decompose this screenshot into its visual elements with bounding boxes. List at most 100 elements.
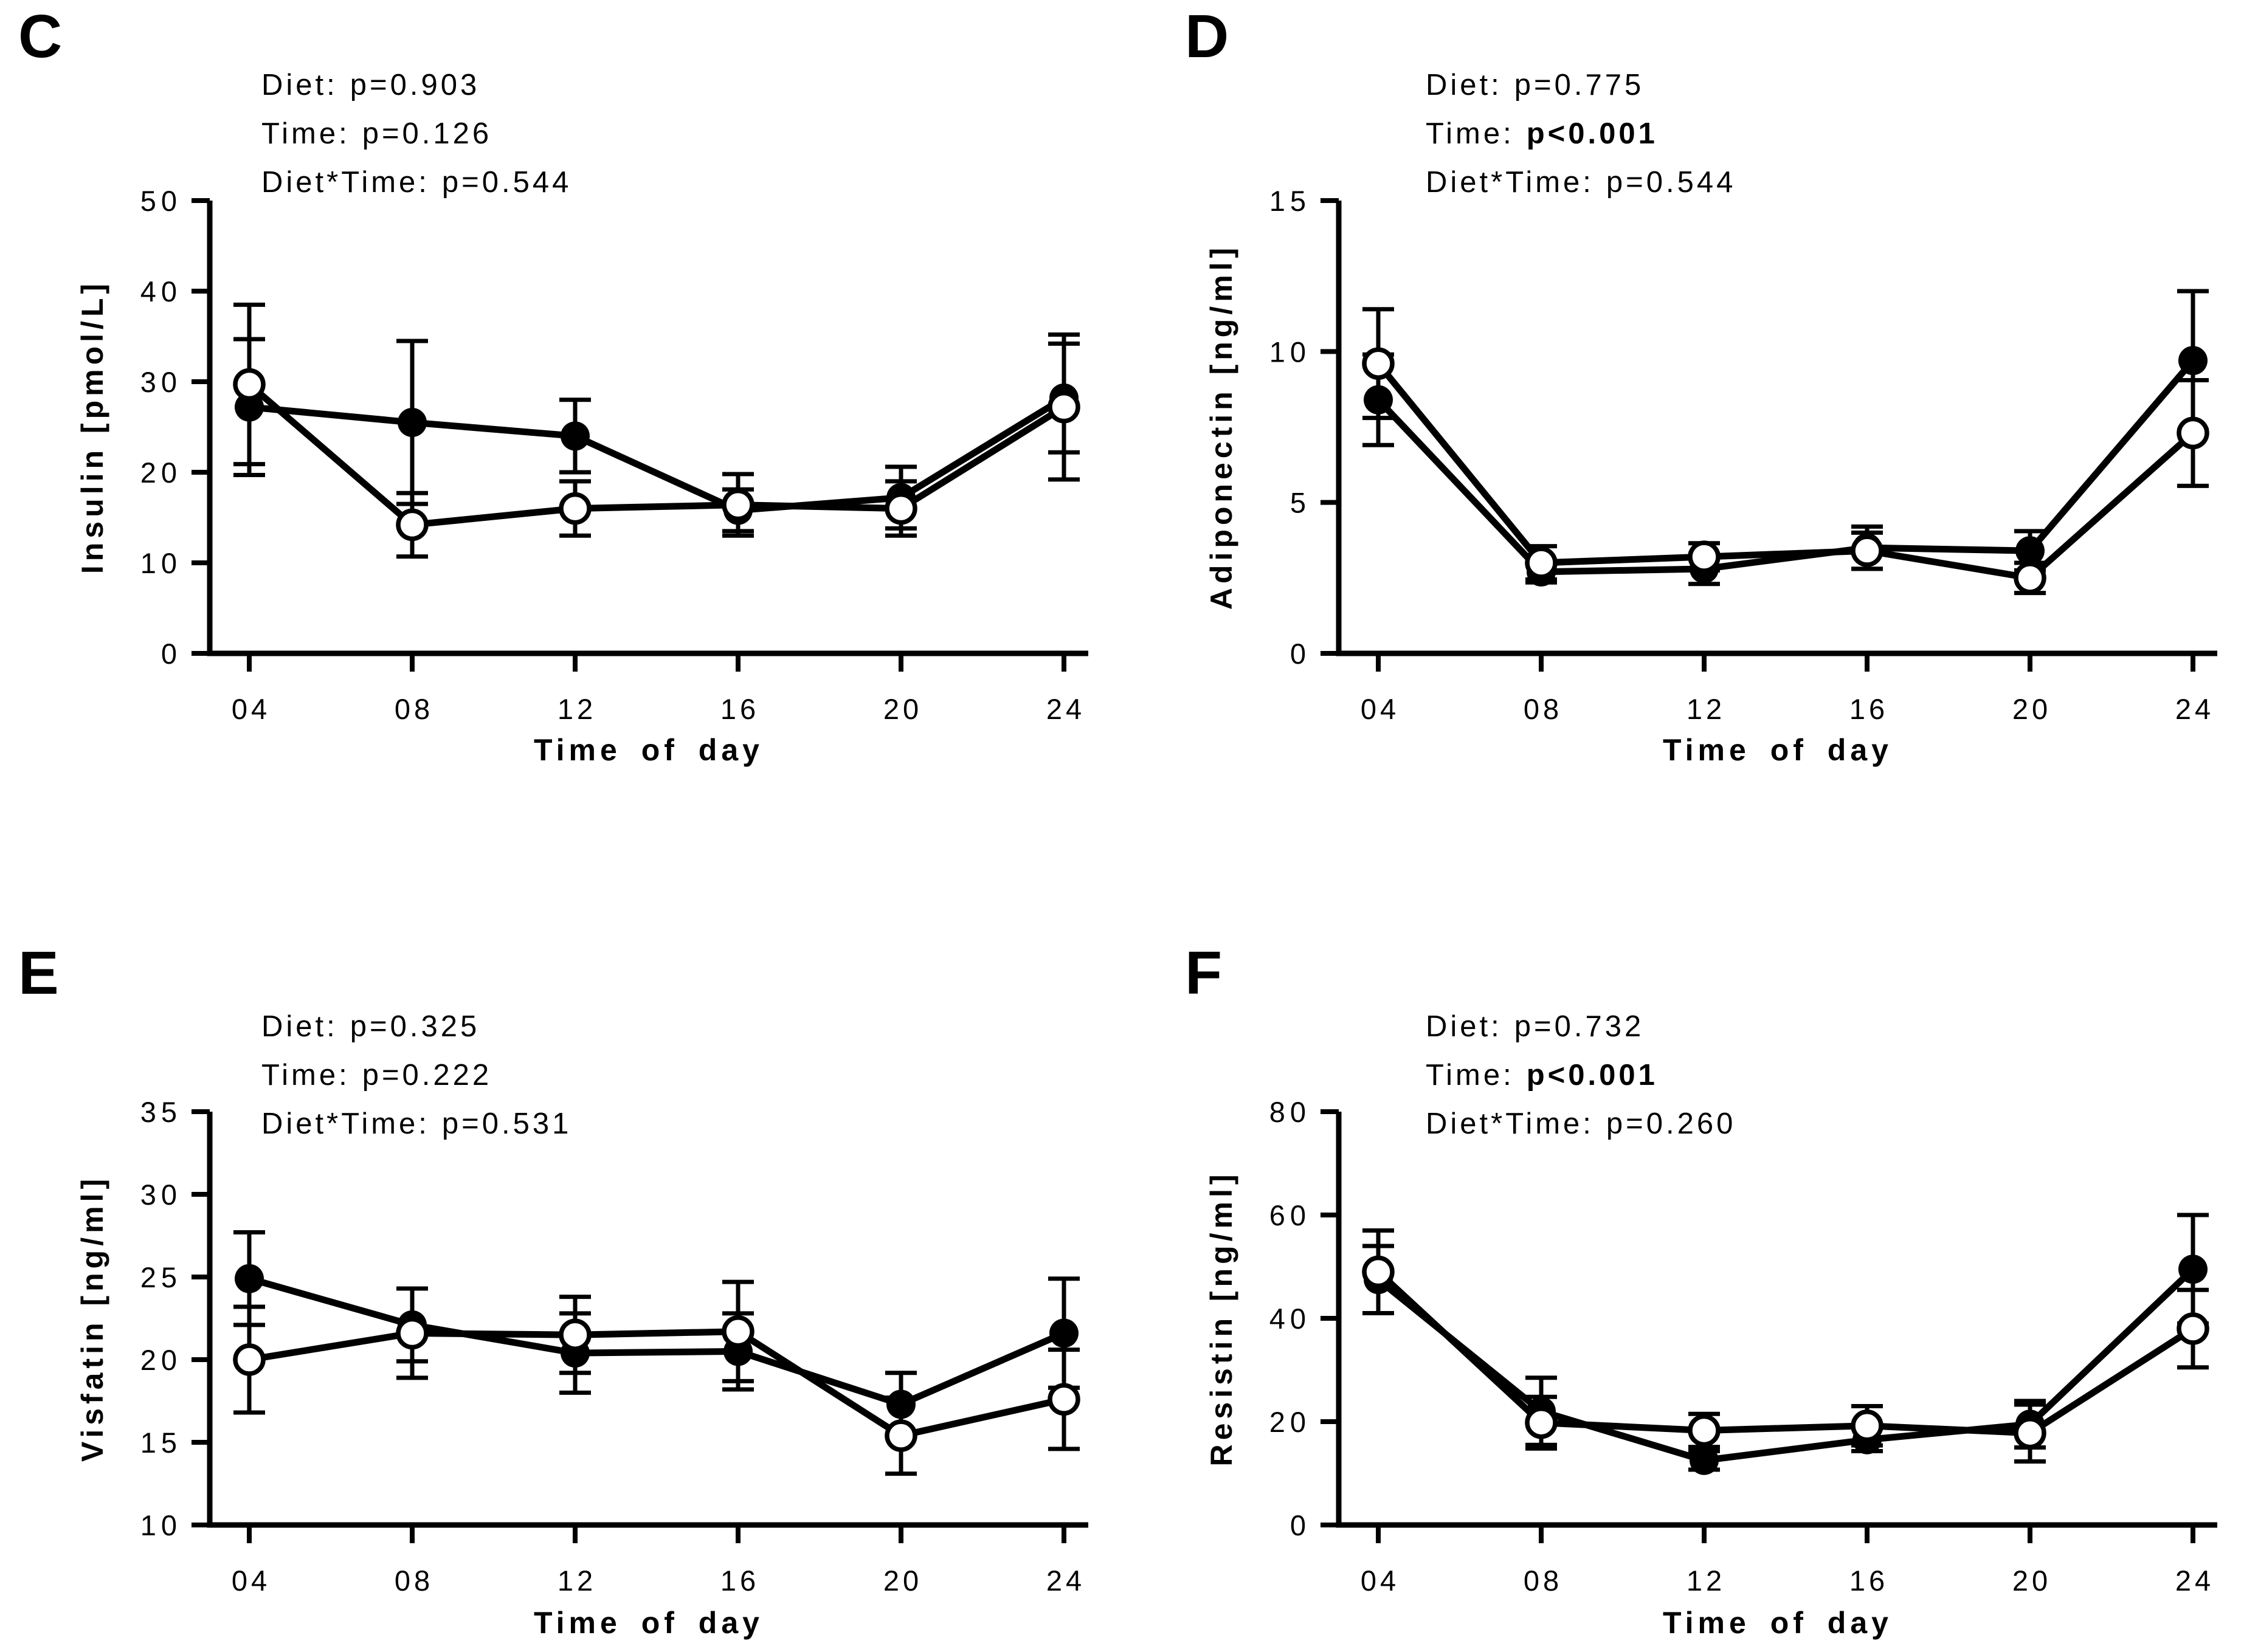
stat-value: p=0.544 (441, 166, 572, 199)
series-line-filled-circle (1376, 1267, 2195, 1464)
data-point-marker-filled (886, 1389, 916, 1419)
data-point-marker-open (1048, 390, 1080, 424)
data-point-marker-open (1688, 1414, 1721, 1447)
data-point-marker-open (722, 1315, 754, 1348)
data-point-marker-open (396, 508, 429, 542)
y-tick-label: 10 (140, 1509, 182, 1541)
series-line-filled-circle (249, 395, 1066, 514)
anova-stats-block: Diet: p=0.732 Time: p<0.001 Diet*Time: p… (1426, 1002, 1736, 1148)
y-tick-label: 10 (1269, 336, 1311, 368)
data-point-marker-open (1851, 534, 1883, 567)
data-point-marker-open (2014, 562, 2046, 594)
error-bars-open-circle (233, 302, 1080, 559)
panel-insulin: C Diet: p=0.903 Time: p=0.126 Diet*Time:… (0, 0, 1129, 826)
x-tick-label: 20 (883, 1564, 922, 1597)
x-axis-title: Time of day (1663, 733, 1893, 767)
data-point-marker-open (2177, 1312, 2209, 1345)
stat-value: p=0.775 (1514, 69, 1645, 102)
stat-label: Diet*Time: (261, 1107, 430, 1140)
stat-value: p<0.001 (1526, 1059, 1658, 1092)
y-tick-label: 40 (140, 275, 182, 308)
panel-letter-f: F (1185, 939, 1223, 1007)
stat-value: p=0.126 (362, 117, 492, 150)
x-tick-label: 04 (232, 1564, 271, 1597)
line-chart-visfatin: 10 15 20 25 30 35 04 08 12 16 20 24 (140, 1096, 1088, 1597)
data-point-marker-open (885, 492, 917, 525)
x-tick-label: 12 (558, 1564, 596, 1597)
stat-value: p<0.001 (1526, 117, 1658, 150)
series-markers-filled-circle (1364, 1254, 2208, 1475)
x-tick-label: 08 (1524, 693, 1562, 725)
data-point-marker-open (233, 1343, 266, 1376)
data-point-marker-open (722, 488, 754, 521)
data-point-marker-open (885, 1419, 917, 1452)
y-tick-label: 30 (140, 366, 182, 398)
data-point-marker-filled (235, 1264, 264, 1293)
data-point-marker-filled (2178, 1254, 2208, 1284)
x-tick-label: 20 (2012, 693, 2051, 725)
data-point-marker-filled (1049, 1318, 1079, 1348)
stat-line-diet-time: Diet*Time: p=0.531 (261, 1100, 571, 1148)
stat-label: Time: (1426, 117, 1514, 150)
error-bars-filled-circle (233, 337, 1080, 534)
panel-letter-d: D (1185, 2, 1229, 71)
x-tick-label: 24 (2175, 1564, 2214, 1597)
y-tick-label: 30 (140, 1179, 182, 1211)
anova-stats-block: Diet: p=0.903 Time: p=0.126 Diet*Time: p… (261, 61, 571, 207)
anova-stats-block: Diet: p=0.325 Time: p=0.222 Diet*Time: p… (261, 1002, 571, 1148)
stat-label: Diet: (261, 1010, 338, 1043)
line-chart-adiponectin: 0 5 10 15 04 08 12 16 20 24 (1269, 185, 2217, 725)
data-point-marker-filled (1690, 1445, 1719, 1475)
y-tick-label: 15 (140, 1427, 182, 1459)
stat-value: p=0.222 (362, 1059, 492, 1092)
x-tick-label: 04 (1361, 1564, 1400, 1597)
panel-letter-c: C (18, 2, 63, 71)
x-tick-label: 16 (1849, 1564, 1888, 1597)
x-tick-label: 08 (395, 1564, 433, 1597)
x-tick-label: 12 (1687, 1564, 1725, 1597)
series-markers-open-circle (233, 1315, 1080, 1452)
stat-value: p=0.903 (350, 69, 480, 102)
stat-line-diet: Diet: p=0.775 (1426, 61, 1736, 109)
data-point-marker-filled (398, 408, 427, 438)
error-bars-filled-circle (1362, 1213, 2209, 1472)
x-tick-label: 20 (2012, 1564, 2051, 1597)
x-axis-title: Time of day (1663, 1606, 1893, 1640)
data-point-marker-open (559, 1318, 592, 1351)
stat-label: Time: (261, 1059, 350, 1092)
x-tick-label: 24 (1046, 693, 1085, 725)
anova-stats-block: Diet: p=0.775 Time: p<0.001 Diet*Time: p… (1426, 61, 1736, 207)
stat-value: p=0.544 (1606, 166, 1736, 199)
stat-line-diet: Diet: p=0.903 (261, 61, 571, 109)
series-line-open-circle (1376, 1269, 2195, 1437)
data-point-marker-filled (2178, 346, 2208, 376)
series-line-open-circle (249, 1328, 1065, 1439)
panel-resistin: F Diet: p=0.732 Time: p<0.001 Diet*Time:… (1129, 826, 2258, 1652)
x-tick-label: 04 (232, 693, 271, 725)
data-point-marker-open (2014, 1416, 2046, 1450)
series-markers-filled-circle (1364, 346, 2208, 587)
x-tick-label: 16 (720, 693, 759, 725)
x-tick-label: 04 (1361, 693, 1400, 725)
y-tick-label: 80 (1269, 1096, 1311, 1128)
y-tick-label: 0 (1290, 1509, 1311, 1541)
y-tick-label: 35 (140, 1096, 182, 1128)
stat-label: Diet*Time: (1426, 166, 1594, 199)
stat-label: Diet*Time: (1426, 1107, 1594, 1140)
x-tick-label: 12 (558, 693, 596, 725)
data-point-marker-open (2177, 416, 2209, 450)
stat-value: p=0.531 (441, 1107, 572, 1140)
y-tick-label: 0 (1290, 638, 1311, 670)
error-bars-filled-circle (1362, 289, 2209, 587)
data-point-marker-open (1362, 1255, 1395, 1289)
x-tick-label: 16 (1849, 693, 1888, 725)
y-tick-label: 15 (1269, 185, 1311, 217)
y-tick-label: 20 (140, 1344, 182, 1376)
x-tick-label: 16 (720, 1564, 759, 1597)
y-tick-label: 20 (1269, 1406, 1311, 1438)
stat-label: Diet: (261, 69, 338, 102)
data-point-marker-filled (235, 392, 264, 422)
data-point-marker-open (396, 1316, 429, 1350)
data-point-marker-filled (2015, 536, 2045, 566)
